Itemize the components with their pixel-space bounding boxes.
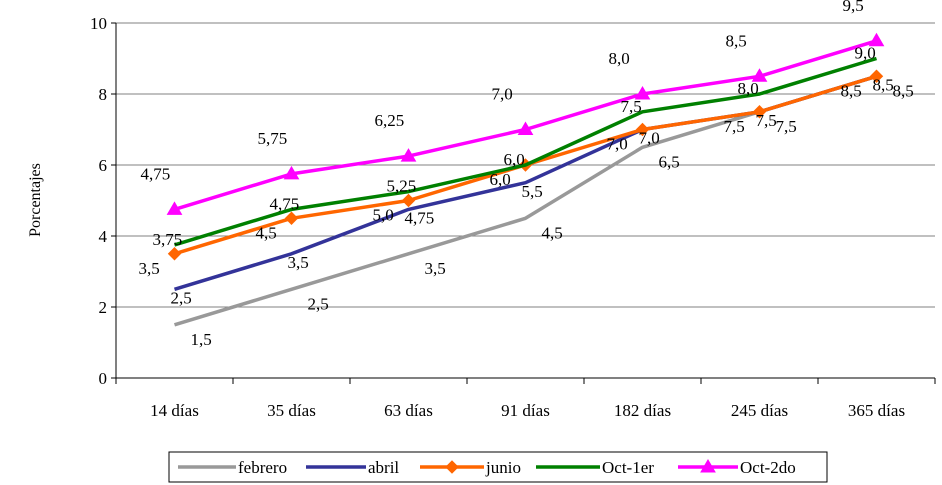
legend: febrero abril junio Oct-1er Oct-2do	[168, 451, 828, 483]
data-label: 3,5	[139, 259, 160, 278]
x-tick-label: 245 días	[731, 401, 788, 420]
data-point-junio	[284, 211, 299, 225]
data-label: 2,5	[308, 294, 329, 313]
y-tick-label: 2	[99, 298, 108, 317]
x-tick-label: 63 días	[384, 401, 433, 420]
x-tick-label: 182 días	[614, 401, 671, 420]
data-point-oct-2do	[868, 32, 885, 47]
data-point-junio	[752, 105, 767, 119]
y-tick-label: 10	[90, 14, 107, 33]
legend-label-oct-2do: Oct-2do	[740, 458, 796, 477]
data-label: 8,5	[841, 81, 862, 100]
data-label: 6,0	[490, 170, 511, 189]
data-label: 4,75	[405, 208, 435, 227]
data-label: 6,0	[504, 150, 525, 169]
x-tick-label: 91 días	[501, 401, 550, 420]
x-tick-labels: 14 días 35 días 63 días 91 días 182 días 245 …	[150, 401, 905, 420]
data-label: 6,5	[659, 152, 680, 171]
data-point-junio	[167, 247, 182, 261]
legend-marker-oct-2do	[700, 459, 716, 473]
data-point-oct-2do	[751, 68, 768, 82]
data-label: 4,75	[141, 164, 171, 183]
data-point-oct-2do	[517, 121, 534, 135]
legend-label-abril: abril	[368, 458, 399, 477]
legend-label-febrero: febrero	[238, 458, 287, 477]
data-label: 5,25	[387, 177, 417, 196]
data-label: 7,0	[492, 85, 513, 104]
legend-label-oct-1er: Oct-1er	[602, 458, 654, 477]
data-point-junio	[401, 193, 416, 208]
data-label: 9,5	[843, 0, 864, 15]
data-label: 8,5	[873, 75, 894, 94]
data-label: 3,5	[425, 259, 446, 278]
y-tick-label: 4	[99, 227, 108, 246]
data-label: 8,5	[726, 31, 747, 50]
y-axis-label: Porcentajes	[27, 163, 44, 237]
y-tick-labels: 0 2 4 6 8 10	[90, 14, 108, 388]
data-label: 9,0	[855, 44, 876, 63]
series-lines	[166, 32, 885, 327]
data-label: 8,0	[609, 49, 630, 68]
data-label: 8,5	[893, 81, 914, 100]
legend-label-junio: junio	[485, 458, 521, 477]
data-label: 6,25	[375, 111, 405, 130]
data-label: 7,0	[607, 135, 628, 154]
series-line-oct-1er	[173, 56, 878, 247]
y-tick-label: 0	[99, 369, 108, 388]
x-tick-label: 365 días	[848, 401, 905, 420]
data-label: 7,0	[639, 129, 660, 148]
data-label: 7,5	[621, 97, 642, 116]
y-tick-label: 6	[99, 156, 108, 175]
data-label: 2,5	[171, 288, 192, 307]
data-point-junio	[869, 69, 884, 83]
data-label: 8,0	[738, 79, 759, 98]
data-label: 4,75	[270, 194, 300, 213]
x-tick-label: 35 días	[267, 401, 316, 420]
data-label: 7,5	[724, 117, 745, 136]
data-point-oct-2do	[400, 148, 417, 162]
data-label: 5,75	[258, 129, 288, 148]
data-label: 4,5	[542, 223, 563, 242]
data-point-oct-2do	[634, 86, 651, 100]
x-tick-label: 14 días	[150, 401, 199, 420]
data-label: 3,5	[288, 253, 309, 272]
data-point-oct-2do	[283, 165, 300, 180]
y-tick-label: 8	[99, 85, 108, 104]
axes	[111, 22, 936, 384]
data-label: 3,75	[153, 230, 183, 249]
data-label: 7,5	[776, 117, 797, 136]
data-point-oct-2do	[166, 201, 183, 215]
data-label: 4,5	[256, 223, 277, 242]
data-labels: 1,5 2,5 3,5 4,5 6,5 7,5 8,5 2,5 3,5 4,75 5,5 7,0 7,5…	[139, 0, 914, 349]
data-label: 5,5	[522, 182, 543, 201]
data-label: 1,5	[191, 330, 212, 349]
data-label: 5,0	[373, 206, 394, 225]
data-label: 7,5	[756, 111, 777, 130]
legend-marker-junio	[445, 460, 459, 474]
data-point-junio	[635, 122, 650, 137]
